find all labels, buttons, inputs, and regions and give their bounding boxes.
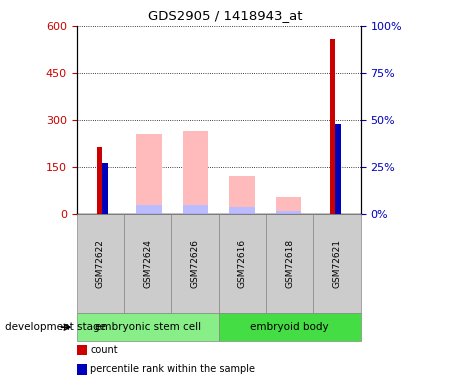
Text: GSM72622: GSM72622 [96, 239, 105, 288]
Bar [335, 124, 341, 214]
Text: count: count [90, 345, 118, 355]
Bar [136, 134, 161, 214]
Text: GSM72616: GSM72616 [238, 239, 247, 288]
Text: embryonic stem cell: embryonic stem cell [95, 322, 201, 332]
Bar [276, 196, 301, 214]
Bar [102, 163, 108, 214]
Text: GSM72618: GSM72618 [285, 239, 294, 288]
Text: GSM72621: GSM72621 [333, 239, 341, 288]
Bar [229, 176, 255, 214]
Bar [229, 207, 255, 214]
Bar [97, 147, 102, 214]
Text: embryoid body: embryoid body [250, 322, 329, 332]
Bar [183, 206, 208, 214]
Text: percentile rank within the sample: percentile rank within the sample [90, 364, 255, 374]
Bar [330, 39, 335, 214]
Bar [136, 206, 161, 214]
Text: GSM72626: GSM72626 [191, 239, 199, 288]
Bar [276, 211, 301, 214]
Text: development stage: development stage [5, 322, 106, 332]
Text: GSM72624: GSM72624 [143, 239, 152, 288]
Bar [183, 131, 208, 214]
Text: GDS2905 / 1418943_at: GDS2905 / 1418943_at [148, 9, 303, 22]
